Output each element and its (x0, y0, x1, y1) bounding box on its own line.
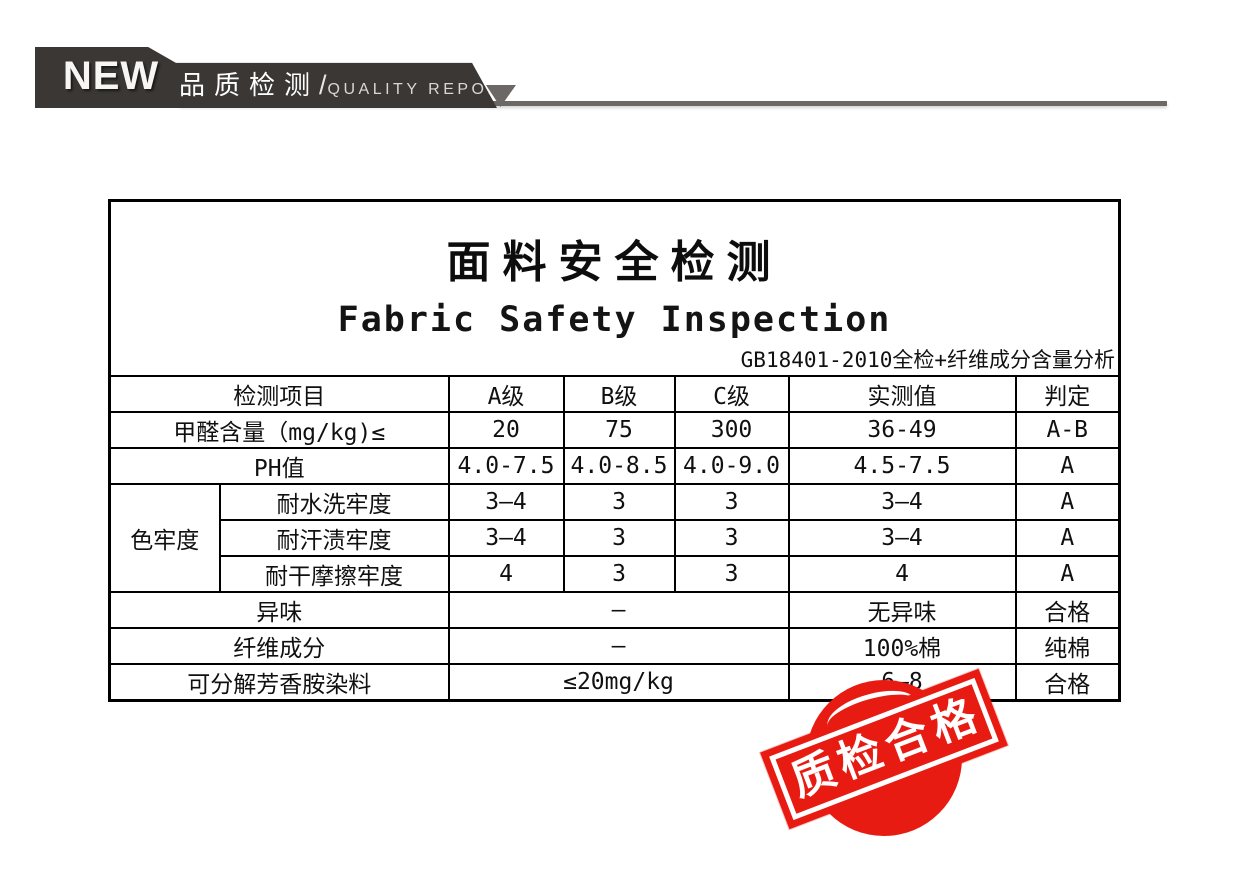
quality-approved-stamp: 质检合格 (760, 658, 1020, 862)
table-row-wash-fastness: 色牢度 耐水洗牢度 3—4 3 3 3—4 A (108, 483, 1121, 593)
table-cell: A-B (1014, 411, 1121, 449)
table-cell: A (1014, 519, 1121, 557)
table-title-block: 面料安全检测 Fabric Safety Inspection GB18401-… (112, 202, 1118, 374)
table-cell: 3—4 (787, 483, 1017, 521)
table-cell: 合格 (1014, 663, 1121, 702)
stamp-text: 质检合格 (784, 688, 989, 807)
table-row-ph: PH值 4.0-7.5 4.0-8.5 4.0-9.0 4.5-7.5 A (108, 447, 1121, 485)
table-cell: 3 (673, 519, 790, 557)
table-cell: 4.0-7.5 (447, 447, 565, 485)
col-header-item: 检测项目 (108, 375, 450, 413)
report-title-en: Fabric Safety Inspection (337, 300, 892, 340)
table-cell: 75 (562, 411, 676, 449)
col-header-grade-a: A级 (447, 375, 565, 413)
table-cell: 4 (447, 555, 565, 593)
table-header-row: 检测项目 A级 B级 C级 实测值 判定 (108, 375, 1121, 413)
table-cell: 可分解芳香胺染料 (108, 663, 450, 702)
banner-title-separator: / (319, 70, 327, 100)
table-cell: 异味 (108, 591, 450, 629)
table-cell: 4 (787, 555, 1017, 593)
table-cell: 纤维成分 (108, 627, 450, 665)
col-header-grade-b: B级 (562, 375, 676, 413)
standard-note: GB18401-2010全检+纤维成分含量分析 (740, 348, 1116, 372)
table-cell: 4.5-7.5 (787, 447, 1017, 485)
header-rule-line (180, 101, 1167, 106)
table-cell: 3 (562, 555, 676, 593)
table-cell: 无异味 (787, 591, 1017, 629)
table-row-aromatic-amines: 可分解芳香胺染料 ≤20mg/kg 6—8 合格 (108, 663, 1121, 702)
table-row-dry-rub-fastness: 耐干摩擦牢度 4 3 3 4 A (110, 555, 1121, 593)
table-cell: 耐汗渍牢度 (218, 519, 450, 557)
table-title-row: 面料安全检测 Fabric Safety Inspection GB18401-… (108, 199, 1121, 377)
table-cell: 3 (562, 483, 676, 521)
table-cell: A (1014, 555, 1121, 593)
table-cell: A (1014, 447, 1121, 485)
banner-title-cn: 品质检测 (179, 70, 320, 100)
table-cell: 甲醛含量（mg/kg)≤ (108, 411, 450, 449)
table-cell: — (447, 591, 790, 629)
table-cell: 3—4 (447, 519, 565, 557)
table-cell: 合格 (1014, 591, 1121, 629)
table-cell: — (447, 627, 790, 665)
table-cell: 纯棉 (1014, 627, 1121, 665)
table-row-odor: 异味 — 无异味 合格 (108, 591, 1121, 629)
table-cell: 3 (562, 519, 676, 557)
table-cell: 耐干摩擦牢度 (218, 555, 450, 593)
table-cell: 3 (673, 555, 790, 593)
col-header-verdict: 判定 (1014, 375, 1121, 413)
table-row-perspiration-fastness: 耐汗渍牢度 3—4 3 3 3—4 A (110, 519, 1121, 557)
table-cell: 4.0-8.5 (562, 447, 676, 485)
table-cell: 耐水洗牢度 (218, 483, 450, 521)
table-cell: 3—4 (447, 483, 565, 521)
banner-title: 品质检测 / QUALITY REPORT (179, 65, 516, 102)
fabric-inspection-table: 面料安全检测 Fabric Safety Inspection GB18401-… (108, 199, 1122, 702)
banner-title-en: QUALITY REPORT (327, 81, 516, 98)
table-cell: 3—4 (787, 519, 1017, 557)
table-cell: A (1014, 483, 1121, 521)
table-cell: ≤20mg/kg (447, 663, 790, 702)
table-cell: 300 (673, 411, 790, 449)
report-title-cn: 面料安全检测 (446, 237, 783, 288)
table-cell: 36-49 (787, 411, 1017, 449)
quality-report-banner: NEW 品质检测 / QUALITY REPORT (35, 47, 497, 108)
table-row-formaldehyde: 甲醛含量（mg/kg)≤ 20 75 300 36-49 A-B (108, 411, 1121, 449)
table-row-fiber-content: 纤维成分 — 100%棉 纯棉 (108, 627, 1121, 665)
table-cell: 100%棉 (787, 627, 1017, 665)
table-cell: PH值 (108, 447, 450, 485)
table-cell: 4.0-9.0 (673, 447, 790, 485)
table-cell: 20 (447, 411, 565, 449)
col-header-grade-c: C级 (673, 375, 790, 413)
col-header-measured: 实测值 (787, 375, 1017, 413)
table-cell: 3 (673, 483, 790, 521)
new-badge: NEW (62, 54, 160, 98)
row-group-color-fastness: 色牢度 (108, 483, 221, 593)
